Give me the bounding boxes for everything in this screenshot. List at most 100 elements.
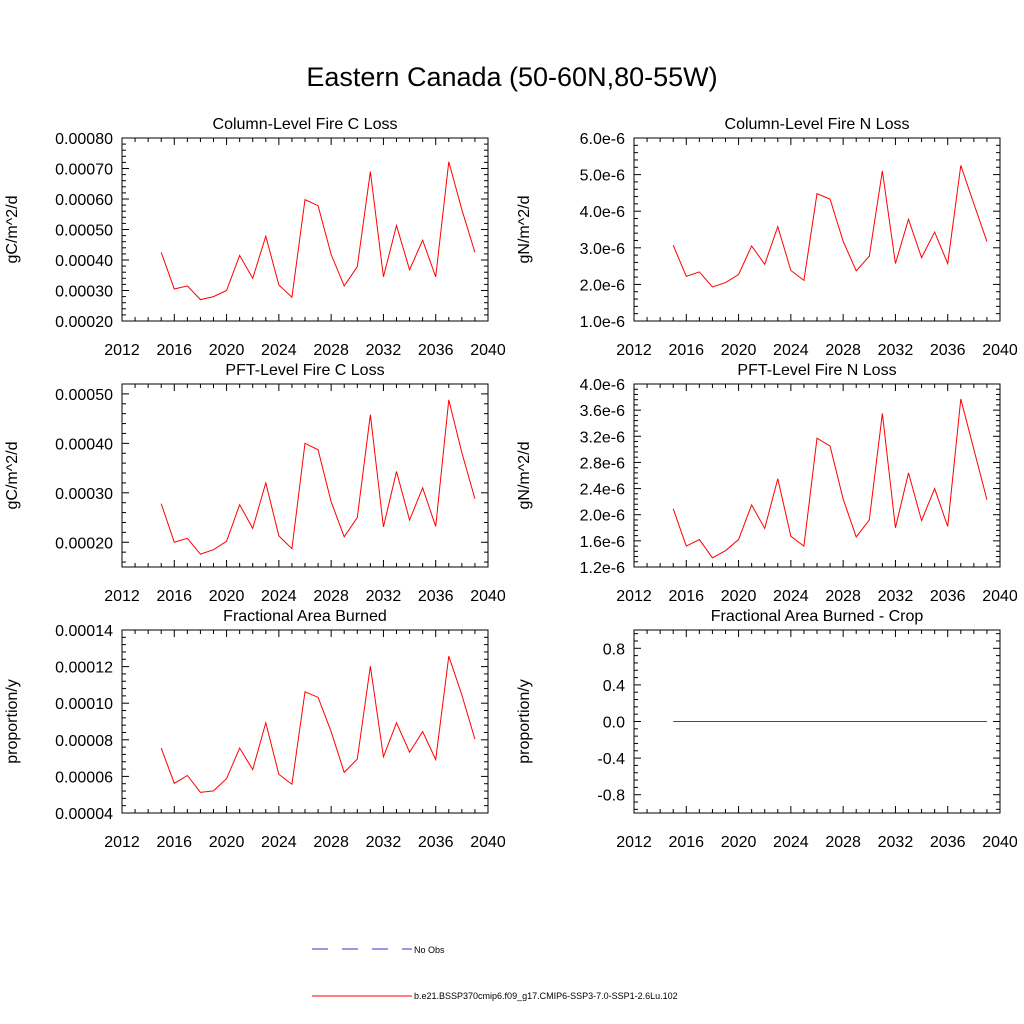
series-line (672, 398, 988, 559)
x-tick-label: 2024 (773, 834, 809, 851)
y-tick-label: 0.00012 (55, 660, 113, 677)
x-tick-label: 2040 (982, 834, 1018, 851)
x-tick-label: 2024 (261, 342, 297, 359)
x-tick-label: 2012 (616, 588, 652, 605)
x-tick-label: 2020 (721, 588, 757, 605)
y-tick-label: 3.2e-6 (580, 429, 625, 446)
panel-title: Column-Level Fire N Loss (725, 116, 910, 133)
y-tick-label: 0.00020 (55, 535, 113, 552)
x-tick-label: 2012 (616, 834, 652, 851)
x-tick-label: 2028 (313, 342, 349, 359)
series-line (672, 165, 988, 288)
panel-2: 2012 2016 2020 2024 2028 2032 2036 2040 1.0e-6 2.… (516, 116, 1018, 359)
plot-frame (633, 137, 1001, 322)
y-tick-label: 1.6e-6 (580, 534, 625, 551)
x-tick-label: 2020 (721, 834, 757, 851)
x-tick-label: 2024 (773, 588, 809, 605)
x-tick-label: 2028 (825, 342, 861, 359)
panel-title: Column-Level Fire C Loss (213, 116, 398, 133)
y-tick-label: 3.0e-6 (580, 241, 625, 258)
x-tick-label: 2040 (470, 342, 506, 359)
y-tick-label: 4.0e-6 (580, 377, 625, 394)
y-tick-label: 4.0e-6 (580, 204, 625, 221)
x-tick-label: 2036 (418, 834, 454, 851)
x-tick-label: 2012 (104, 588, 140, 605)
x-tick-label: 2016 (668, 588, 704, 605)
series-line (160, 161, 476, 301)
y-axis-label: gC/m^2/d (4, 196, 21, 264)
figure-title: Eastern Canada (50-60N,80-55W) (306, 62, 718, 92)
panel-title: PFT-Level Fire N Loss (737, 362, 896, 379)
y-tick-label: 0.00060 (55, 192, 113, 209)
x-tick-label: 2040 (470, 834, 506, 851)
y-axis-label: proportion/y (4, 679, 21, 764)
x-tick-label: 2040 (982, 588, 1018, 605)
y-tick-label: -0.4 (597, 751, 625, 768)
y-tick-label: 0.00040 (55, 253, 113, 270)
y-tick-label: 5.0e-6 (580, 168, 625, 185)
y-tick-label: 0.00070 (55, 162, 113, 179)
y-tick-label: 0.8 (603, 641, 625, 658)
x-tick-label: 2024 (261, 588, 297, 605)
plot-frame (121, 629, 489, 814)
panel-5: 2012 2016 2020 2024 2028 2032 2036 2040 0.00004 0… (4, 608, 506, 851)
x-tick-label: 2032 (878, 588, 914, 605)
x-tick-label: 2036 (418, 588, 454, 605)
y-tick-label: 0.00080 (55, 131, 113, 148)
y-tick-label: 0.00014 (55, 623, 113, 640)
y-tick-label: 6.0e-6 (580, 131, 625, 148)
x-tick-label: 2028 (313, 588, 349, 605)
y-tick-label: 0.0 (603, 715, 625, 732)
x-tick-label: 2020 (209, 834, 245, 851)
y-tick-label: 2.0e-6 (580, 508, 625, 525)
x-tick-label: 2016 (668, 342, 704, 359)
y-tick-label: 3.6e-6 (580, 403, 625, 420)
x-tick-label: 2040 (470, 588, 506, 605)
y-tick-label: 2.0e-6 (580, 277, 625, 294)
panel-title: Fractional Area Burned (223, 608, 387, 625)
y-tick-label: 0.00030 (55, 284, 113, 301)
panel-3: 2012 2016 2020 2024 2028 2032 2036 2040 0.00020 0… (4, 362, 506, 605)
x-tick-label: 2028 (825, 588, 861, 605)
x-tick-label: 2036 (930, 342, 966, 359)
x-tick-label: 2028 (313, 834, 349, 851)
panel-4: 2012 2016 2020 2024 2028 2032 2036 2040 1.2e-6 1.… (516, 362, 1018, 605)
x-tick-label: 2032 (878, 342, 914, 359)
y-axis-label: gN/m^2/d (516, 196, 533, 264)
x-tick-label: 2032 (366, 342, 402, 359)
x-tick-label: 2032 (366, 834, 402, 851)
plot-frame (633, 383, 1001, 568)
x-tick-label: 2020 (209, 342, 245, 359)
y-tick-label: -0.8 (597, 788, 625, 805)
y-tick-label: 0.00006 (55, 769, 113, 786)
x-tick-label: 2040 (982, 342, 1018, 359)
x-tick-label: 2036 (418, 342, 454, 359)
x-tick-label: 2016 (156, 342, 192, 359)
y-tick-label: 0.00050 (55, 387, 113, 404)
y-axis-label: gC/m^2/d (4, 442, 21, 510)
x-tick-label: 2028 (825, 834, 861, 851)
x-tick-label: 2024 (261, 834, 297, 851)
plot-frame (121, 383, 489, 568)
x-tick-label: 2036 (930, 588, 966, 605)
y-tick-label: 1.2e-6 (580, 560, 625, 577)
y-tick-label: 0.00004 (55, 806, 113, 823)
series-line (160, 656, 476, 793)
x-tick-label: 2024 (773, 342, 809, 359)
x-tick-label: 2016 (156, 834, 192, 851)
panel-1: 2012 2016 2020 2024 2028 2032 2036 2040 0.00020 0… (4, 116, 506, 359)
y-tick-label: 0.00008 (55, 733, 113, 750)
x-tick-label: 2012 (104, 342, 140, 359)
y-tick-label: 0.00030 (55, 486, 113, 503)
x-tick-label: 2016 (668, 834, 704, 851)
x-tick-label: 2020 (721, 342, 757, 359)
x-tick-label: 2012 (104, 834, 140, 851)
panel-title: PFT-Level Fire C Loss (225, 362, 384, 379)
x-tick-label: 2020 (209, 588, 245, 605)
y-tick-label: 2.4e-6 (580, 482, 625, 499)
x-tick-label: 2032 (366, 588, 402, 605)
y-tick-label: 0.00050 (55, 223, 113, 240)
x-tick-label: 2016 (156, 588, 192, 605)
series-line (160, 399, 476, 555)
